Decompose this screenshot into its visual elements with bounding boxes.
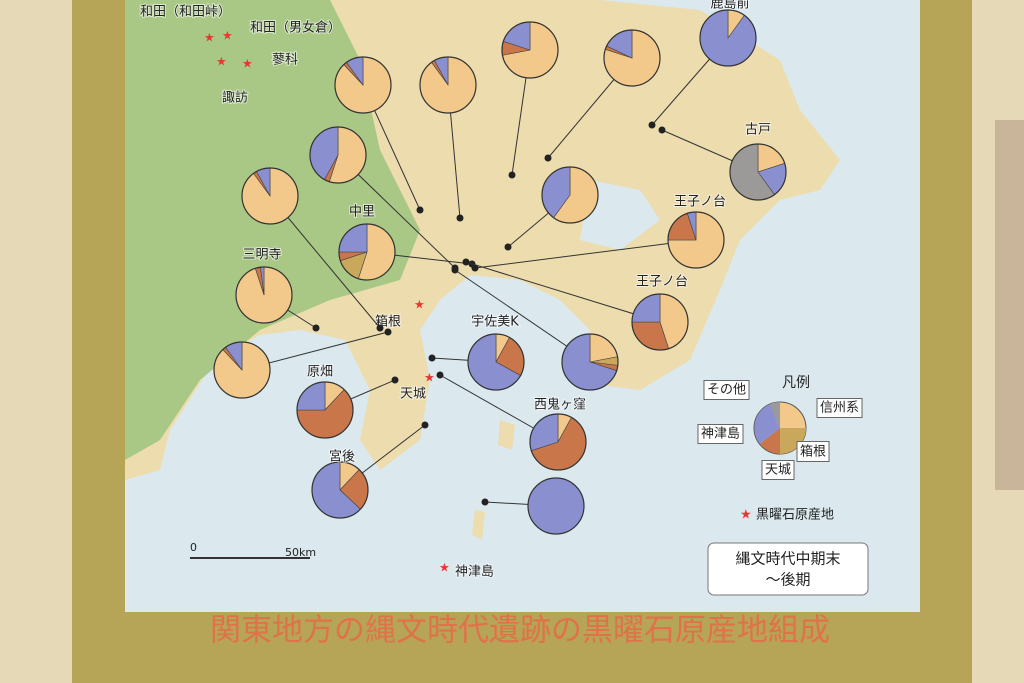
pie-rim: [309, 126, 367, 184]
pie-rim: [419, 56, 477, 114]
pie-rim: [699, 9, 757, 67]
pie-rim: [235, 266, 293, 324]
source-label: 和田（男女倉）: [250, 20, 341, 36]
site-label: 宮後: [329, 449, 355, 465]
site-dot: [428, 354, 436, 362]
site-label: 宇佐美K: [471, 315, 519, 330]
pie-slice: [528, 478, 584, 534]
pie-rim: [311, 461, 369, 519]
site-dot: [416, 206, 424, 214]
leader-line: [465, 261, 661, 323]
leader-line: [269, 195, 381, 329]
site-label: 中里: [349, 205, 375, 220]
pie-rim: [561, 333, 619, 391]
site-dot: [462, 258, 470, 266]
site-dot: [376, 324, 384, 332]
legend-label: 神津島: [701, 427, 740, 442]
site-label: 王子ノ台: [636, 275, 688, 290]
site-label: 原畑: [307, 365, 333, 380]
title: 関東地方の縄文時代遺跡の黒曜石原産地組成: [210, 613, 830, 649]
legend-title: 凡例: [782, 375, 810, 391]
source-label: 天城: [400, 387, 426, 402]
scale-zero: 0: [190, 541, 197, 554]
pie-rim: [729, 143, 787, 201]
source-label: 諏訪: [222, 90, 248, 106]
legend-label: 天城: [765, 463, 791, 478]
legend-slice: [770, 402, 780, 428]
star: ★: [242, 57, 253, 71]
site-dot: [481, 498, 489, 506]
site-dot: [451, 266, 459, 274]
legend-label: 信州系: [820, 401, 859, 416]
site-dot: [312, 324, 320, 332]
bay: [580, 180, 660, 250]
site-label: 古戸: [745, 123, 771, 138]
pie-rim: [631, 293, 689, 351]
site-label: 三明寺: [242, 248, 281, 263]
site-dot: [544, 154, 552, 162]
pie-rim: [467, 333, 525, 391]
site-label: 王子ノ台: [674, 195, 726, 210]
pie-rim: [213, 341, 271, 399]
leader-line: [474, 239, 697, 269]
site-dot: [436, 371, 444, 379]
pie-rim: [338, 223, 396, 281]
legend-box: [816, 398, 863, 418]
pie-rim: [667, 211, 725, 269]
period-box: [707, 542, 869, 596]
pie-rim: [603, 29, 661, 87]
legend-box: [796, 441, 830, 462]
legend-slice: [780, 428, 806, 454]
site-dot: [456, 214, 464, 222]
islands: [472, 420, 515, 540]
pie-rim: [527, 477, 585, 535]
side-poster: [995, 120, 1024, 490]
legend-box: [761, 460, 795, 480]
pie-rim: [529, 413, 587, 471]
pie-rim: [334, 56, 392, 114]
mountains: [125, 0, 420, 460]
source-label: 蓼科: [272, 53, 298, 68]
pie-rim: [501, 21, 559, 79]
source-label: 和田（和田峠）: [140, 5, 231, 20]
star: ★: [414, 298, 425, 312]
scale-bar: 0 50km: [190, 541, 316, 559]
site-dot: [508, 171, 516, 179]
site-dot: [391, 376, 399, 384]
site-label: 西鬼ヶ窪: [534, 397, 586, 413]
period-line: 縄文時代中期末: [735, 550, 840, 568]
legend-label: その他: [707, 383, 746, 398]
legend-label: 箱根: [800, 444, 826, 460]
site-dot: [471, 264, 479, 272]
star: ★: [222, 29, 233, 43]
pie-rim: [241, 167, 299, 225]
scale-length: 50km: [285, 546, 316, 559]
site-dot: [648, 121, 656, 129]
site-dot: [658, 126, 666, 134]
legend-slice: [760, 428, 780, 454]
star: ★: [216, 55, 227, 69]
star: ★: [740, 508, 752, 523]
site-dot: [384, 328, 392, 336]
legend-box: [697, 424, 744, 444]
period-line: 〜後期: [765, 571, 810, 589]
site-dot: [504, 243, 512, 251]
star: ★: [204, 31, 215, 45]
star: ★: [424, 371, 435, 385]
source-label: 神津島: [455, 565, 494, 580]
site-dot: [421, 421, 429, 429]
star: ★: [439, 561, 450, 575]
pie-rim: [541, 166, 599, 224]
pie-rim: [296, 381, 354, 439]
legend-slice: [754, 404, 780, 444]
legend-source: 黒曜石原産地: [756, 507, 834, 523]
legend-box: [703, 380, 750, 400]
site-label: 鹿島前: [710, 0, 749, 12]
